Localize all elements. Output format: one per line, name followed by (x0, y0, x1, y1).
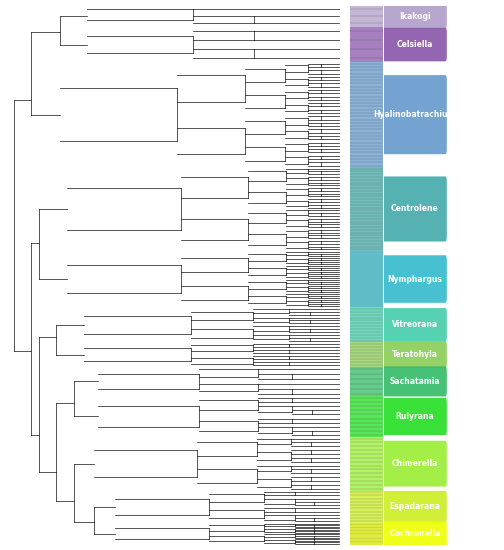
Text: Teratohyla: Teratohyla (392, 350, 438, 359)
Text: Centrolene: Centrolene (391, 205, 438, 213)
FancyBboxPatch shape (383, 341, 447, 368)
FancyBboxPatch shape (383, 308, 447, 342)
Bar (350, 523, 383, 544)
Text: Ikakogi: Ikakogi (399, 12, 430, 21)
FancyBboxPatch shape (383, 75, 447, 154)
FancyBboxPatch shape (383, 366, 447, 397)
Bar (350, 491, 383, 523)
FancyBboxPatch shape (383, 4, 447, 29)
Bar (350, 251, 383, 307)
Text: Chimerella: Chimerella (392, 459, 438, 468)
Text: Rulyrana: Rulyrana (396, 412, 434, 421)
Text: Sachatamia: Sachatamia (390, 377, 440, 386)
Bar (350, 367, 383, 396)
FancyBboxPatch shape (383, 28, 447, 62)
FancyBboxPatch shape (383, 177, 447, 241)
Text: Cochranella: Cochranella (389, 529, 440, 538)
Bar (350, 396, 383, 437)
FancyBboxPatch shape (383, 441, 447, 487)
Bar (350, 6, 383, 27)
Bar (350, 437, 383, 491)
FancyBboxPatch shape (383, 255, 447, 303)
Text: Celsiella: Celsiella (397, 40, 433, 49)
FancyBboxPatch shape (383, 398, 447, 435)
Text: Vitreorana: Vitreorana (392, 320, 438, 329)
Bar (350, 167, 383, 251)
Text: Nymphargus: Nymphargus (388, 274, 443, 284)
Bar (350, 342, 383, 367)
Text: Hyalinobatrachium: Hyalinobatrachium (373, 110, 456, 119)
FancyBboxPatch shape (383, 491, 447, 522)
Bar (350, 307, 383, 342)
Text: Espadarana: Espadarana (390, 502, 440, 512)
FancyBboxPatch shape (383, 521, 447, 546)
Bar (350, 62, 383, 167)
Bar (350, 27, 383, 62)
